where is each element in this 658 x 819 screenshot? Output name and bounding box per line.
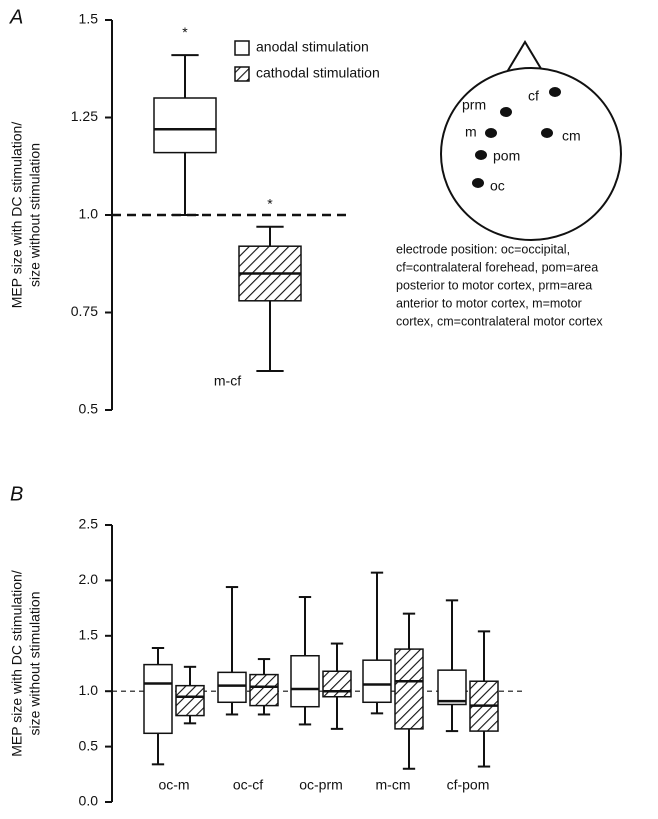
- y-tick-label: 1.25: [71, 108, 98, 124]
- box-plot: [362, 571, 392, 715]
- box: [143, 663, 173, 735]
- box: [175, 684, 205, 717]
- y-tick-label: 0.0: [79, 793, 99, 809]
- electrode-label: prm: [462, 97, 486, 113]
- y-axis-label: MEP size with DC stimulation/: [9, 122, 25, 309]
- electrode-label: cm: [562, 128, 581, 144]
- x-tick-label: oc-m: [158, 777, 189, 793]
- box: [322, 670, 352, 698]
- caption-line: posterior to motor cortex, prm=area: [396, 278, 592, 292]
- box-plot: [217, 586, 247, 716]
- caption-line: cf=contralateral forehead, pom=area: [396, 260, 598, 274]
- box-plot: [437, 599, 467, 733]
- annotation: *: [182, 24, 188, 40]
- caption-line: cortex, cm=contralateral motor cortex: [396, 314, 603, 328]
- box-plot: [394, 612, 424, 770]
- x-tick-label: oc-prm: [299, 777, 343, 793]
- box-plot: [249, 658, 279, 716]
- x-tick-label: oc-cf: [233, 777, 263, 793]
- y-axis-label: size without stimulation: [27, 143, 43, 287]
- panel-label: B: [10, 483, 23, 505]
- box-plot: [175, 665, 205, 725]
- box: [437, 669, 467, 706]
- legend-label: cathodal stimulation: [256, 65, 380, 81]
- x-tick-label: m-cf: [214, 373, 241, 389]
- electrode-label: pom: [493, 148, 520, 164]
- electrode-label: m: [465, 124, 477, 140]
- head-diagram: cf prm m cm pom oc electrode position: o…: [396, 40, 622, 328]
- box-plot: [143, 646, 173, 766]
- legend-label: anodal stimulation: [256, 39, 369, 55]
- box-plot: [290, 596, 320, 726]
- electrode-label: cf: [528, 88, 539, 104]
- y-tick-label: 1.0: [79, 206, 99, 222]
- box: [290, 654, 320, 708]
- caption-line: anterior to motor cortex, m=motor: [396, 296, 582, 310]
- box-plot: [469, 630, 499, 768]
- y-tick-label: 2.5: [79, 516, 99, 532]
- annotation: *: [267, 195, 273, 211]
- box: [362, 659, 392, 704]
- y-tick-label: 0.5: [79, 737, 99, 753]
- caption-line: electrode position: oc=occipital,: [396, 242, 570, 256]
- legend-swatch: [234, 66, 250, 82]
- box-plot: [153, 54, 217, 216]
- electrode-label: oc: [490, 178, 505, 194]
- box: [394, 648, 424, 730]
- box: [153, 97, 217, 154]
- y-tick-label: 1.5: [79, 11, 99, 27]
- y-tick-label: 1.5: [79, 627, 99, 643]
- y-tick-label: 0.75: [71, 303, 98, 319]
- box-plot: [322, 642, 352, 730]
- x-tick-label: m-cm: [376, 777, 411, 793]
- panel-label: A: [9, 6, 23, 28]
- y-axis-label: size without stimulation: [27, 592, 43, 736]
- box: [217, 671, 247, 704]
- x-tick-label: cf-pom: [447, 777, 490, 793]
- y-tick-label: 0.5: [79, 401, 99, 417]
- legend-swatch: [234, 40, 250, 56]
- y-axis-label: MEP size with DC stimulation/: [9, 570, 25, 757]
- y-tick-label: 2.0: [79, 571, 99, 587]
- box: [249, 673, 279, 707]
- box-plot: [238, 225, 302, 372]
- y-tick-label: 1.0: [79, 682, 99, 698]
